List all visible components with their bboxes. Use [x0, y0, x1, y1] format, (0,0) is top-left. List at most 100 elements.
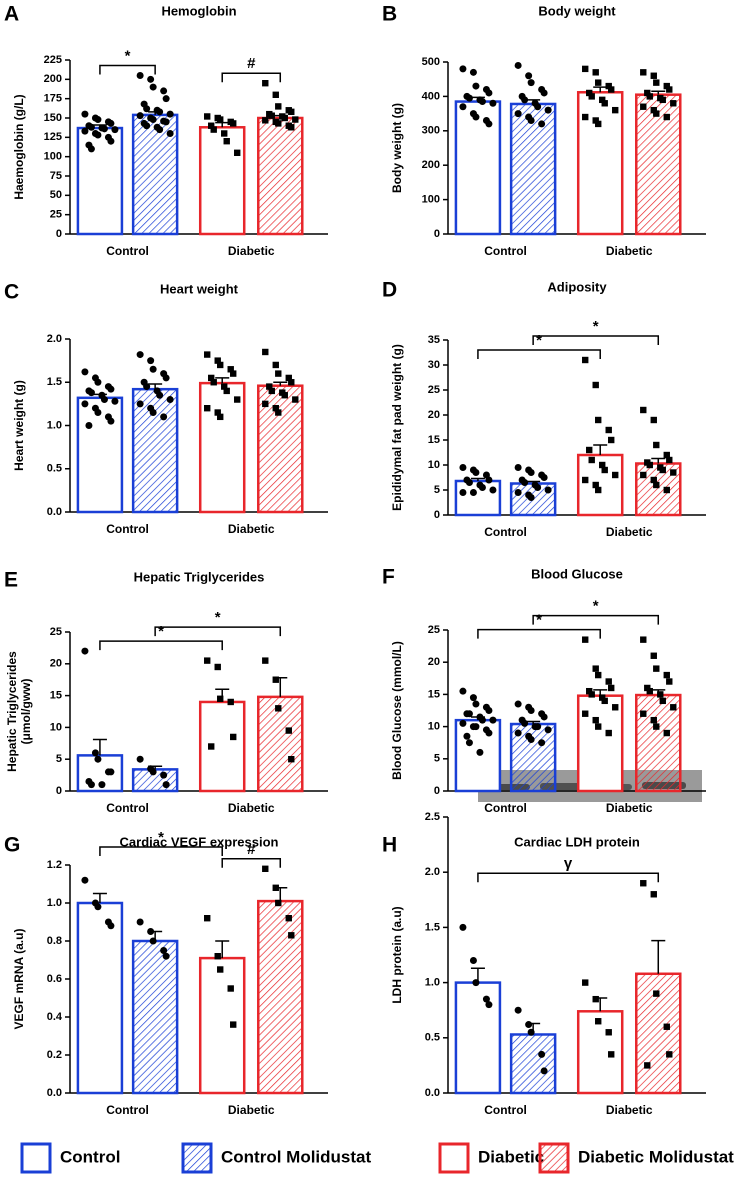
data-point: [592, 481, 599, 489]
data-point: [670, 469, 677, 476]
data-point: [160, 947, 168, 954]
data-point: [214, 663, 221, 671]
data-point: [485, 1001, 493, 1009]
data-point: [469, 694, 477, 702]
data-point: [217, 361, 224, 369]
y-tick-label: 1.0: [425, 977, 440, 989]
data-point: [670, 100, 677, 107]
data-point: [525, 72, 533, 80]
x-tick-label: Diabetic: [606, 244, 653, 258]
data-point: [288, 756, 295, 763]
bar: [76, 126, 124, 236]
data-point: [663, 486, 670, 494]
data-point: [262, 400, 269, 408]
data-point: [162, 952, 170, 960]
data-point: [485, 120, 493, 128]
data-point: [640, 69, 647, 76]
data-point: [489, 99, 497, 107]
panel-letter: B: [382, 3, 397, 26]
data-point: [208, 374, 215, 382]
data-point: [650, 106, 657, 114]
data-point: [472, 979, 480, 987]
y-axis-label: Epididymal fat pad weight (g): [390, 344, 404, 511]
data-point: [143, 122, 151, 130]
data-point: [272, 676, 279, 683]
legend-swatch: [538, 1142, 570, 1174]
y-axis-label: (μmol/gww): [19, 678, 33, 744]
data-point: [608, 1051, 615, 1058]
legend-label: Diabetic Molidustat: [578, 1147, 734, 1166]
y-axis-label: VEGF mRNA (a.u): [12, 929, 26, 1030]
y-tick-label: 0: [56, 228, 62, 240]
data-point: [285, 727, 292, 734]
data-point: [156, 391, 164, 399]
significance-label: #: [247, 55, 256, 72]
data-point: [147, 928, 155, 935]
significance-bracket: [532, 335, 660, 345]
bar: [257, 116, 304, 236]
data-point: [612, 471, 619, 479]
data-point: [489, 716, 497, 724]
y-tick-label: 5: [434, 484, 440, 496]
data-point: [514, 61, 522, 69]
data-point: [595, 723, 602, 730]
y-tick-label: 0.5: [425, 1032, 440, 1044]
data-point: [136, 918, 144, 926]
data-point: [463, 732, 471, 740]
data-point: [527, 469, 535, 476]
data-point: [595, 416, 602, 424]
data-point: [98, 781, 106, 789]
data-point: [217, 695, 224, 702]
data-point: [136, 112, 144, 120]
data-point: [107, 922, 115, 930]
data-point: [81, 647, 89, 655]
data-point: [595, 486, 602, 494]
data-point: [586, 446, 593, 454]
chart-title: Cardiac LDH protein: [514, 834, 640, 849]
error-bar: [92, 892, 107, 903]
data-point: [111, 126, 119, 134]
data-point: [156, 108, 164, 116]
panel-letter: G: [4, 834, 20, 857]
data-point: [81, 110, 89, 118]
data-point: [538, 739, 546, 747]
y-tick-label: 30: [428, 359, 440, 371]
y-tick-label: 10: [50, 721, 62, 733]
data-point: [268, 387, 275, 395]
data-point: [268, 112, 275, 119]
y-tick-label: 200: [422, 159, 440, 171]
data-point: [489, 486, 497, 494]
y-tick-label: 35: [428, 334, 440, 346]
error-bar: [651, 90, 666, 95]
data-point: [608, 436, 615, 444]
data-point: [136, 71, 144, 79]
data-point: [582, 356, 589, 364]
data-point: [663, 451, 670, 459]
data-point: [544, 726, 552, 734]
significance-label: *: [158, 623, 164, 640]
data-point: [521, 719, 529, 727]
y-tick-label: 20: [50, 658, 62, 670]
data-point: [599, 694, 606, 701]
data-point: [644, 89, 651, 97]
data-point: [544, 486, 552, 494]
bar: [198, 700, 246, 793]
y-tick-label: 0.0: [425, 1087, 440, 1099]
data-point: [582, 113, 589, 121]
data-point: [81, 876, 89, 884]
data-point: [94, 378, 102, 386]
bar: [198, 381, 246, 514]
data-point: [540, 713, 548, 721]
data-point: [100, 125, 108, 133]
data-point: [650, 476, 657, 484]
data-point: [204, 657, 211, 664]
significance-label: *: [536, 612, 542, 629]
significance-label: *: [593, 318, 599, 335]
y-tick-label: 200: [44, 73, 62, 85]
data-point: [166, 396, 174, 404]
data-point: [204, 405, 211, 412]
data-point: [605, 82, 612, 90]
y-tick-label: 0.5: [47, 463, 62, 475]
bar: [257, 899, 304, 1095]
data-point: [469, 489, 477, 496]
